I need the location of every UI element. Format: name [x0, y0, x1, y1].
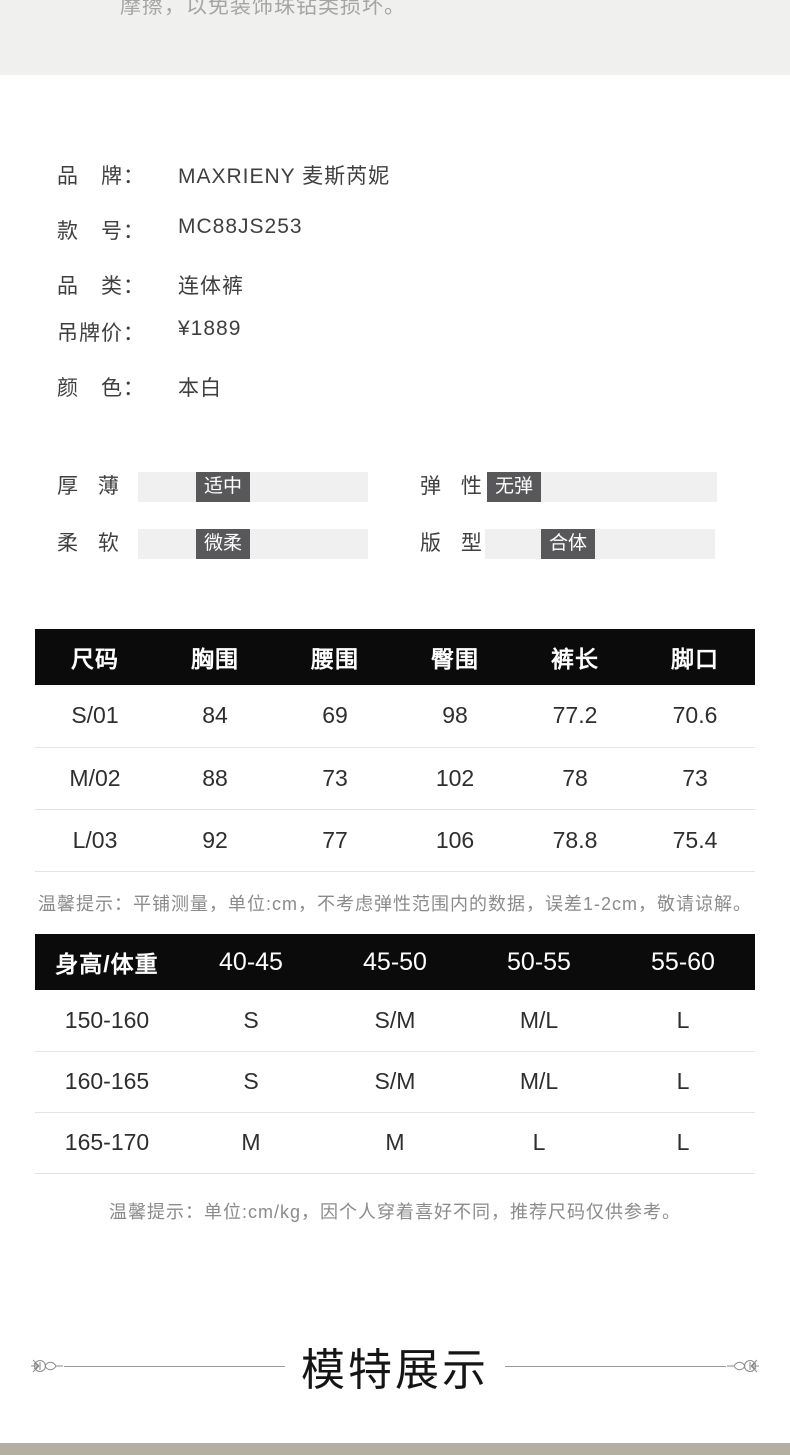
bust-col-header: 胸围 — [155, 629, 275, 685]
color-value: 本白 — [178, 377, 222, 400]
table-row: 160-165 S S/M M/L L — [35, 1051, 755, 1113]
size-rec-cell: M/L — [467, 1051, 611, 1113]
pant-length-cell: 77.2 — [515, 685, 635, 748]
tag-price-label: 吊牌价： — [57, 322, 145, 345]
hip-col-header: 臀围 — [395, 629, 515, 685]
size-rec-cell: L — [611, 1112, 755, 1174]
fit-badge: 合体 — [541, 529, 596, 559]
table-row: L/03 92 77 106 78.8 75.4 — [35, 809, 755, 872]
pant-length-cell: 78 — [515, 747, 635, 810]
bust-cell: 88 — [155, 747, 275, 810]
brand-value: MAXRIENY 麦斯芮妮 — [178, 165, 391, 188]
waist-col-header: 腰围 — [275, 629, 395, 685]
leg-opening-cell: 73 — [635, 747, 755, 810]
size-cell: L/03 — [35, 809, 155, 872]
hip-cell: 98 — [395, 685, 515, 748]
section-title: 模特展示 — [301, 1346, 489, 1395]
size-cell: M/02 — [35, 747, 155, 810]
hip-cell: 106 — [395, 809, 515, 872]
softness-badge: 微柔 — [196, 529, 251, 559]
softness-scale-bar: 微柔 — [138, 529, 368, 559]
size-table: 尺码 胸围 腰围 臀围 裤长 脚口 S/01 84 69 98 77.2 70.… — [35, 629, 755, 872]
category-value: 连体裤 — [178, 275, 244, 298]
size-col-header: 尺码 — [35, 629, 155, 685]
table-row: 165-170 M M L L — [35, 1112, 755, 1174]
elasticity-badge: 无弹 — [487, 472, 542, 502]
category-label: 品 类： — [57, 275, 145, 298]
size-rec-cell: L — [611, 1051, 755, 1113]
recommend-table-header-row: 身高/体重 40-45 45-50 50-55 55-60 — [35, 934, 755, 990]
color-label: 颜 色： — [57, 377, 145, 400]
elasticity-label: 弹 性 — [420, 475, 489, 498]
height-weight-col-header: 身高/体重 — [35, 934, 179, 990]
weight-range-col-header: 50-55 — [467, 934, 611, 990]
size-rec-cell: L — [467, 1112, 611, 1174]
next-section-strip — [0, 1443, 790, 1455]
size-rec-cell: S/M — [323, 1051, 467, 1113]
size-rec-cell: M — [323, 1112, 467, 1174]
table-row: S/01 84 69 98 77.2 70.6 — [35, 685, 755, 748]
style-no-value: MC88JS253 — [178, 215, 303, 238]
elasticity-scale-bar: 无弹 — [487, 472, 717, 502]
waist-cell: 73 — [275, 747, 395, 810]
size-rec-cell: L — [611, 990, 755, 1052]
brand-label: 品 牌： — [57, 165, 145, 188]
fit-scale-bar: 合体 — [485, 529, 715, 559]
table-row: 150-160 S S/M M/L L — [35, 990, 755, 1052]
thickness-label: 厚 薄 — [57, 475, 126, 498]
info-row-color: 颜 色： 本白 — [0, 372, 790, 400]
style-no-label: 款 号： — [57, 220, 145, 243]
softness-label: 柔 软 — [57, 532, 126, 555]
size-rec-cell: M — [179, 1112, 323, 1174]
info-row-category: 品 类： 连体裤 — [0, 270, 790, 298]
table-row: M/02 88 73 102 78 73 — [35, 747, 755, 810]
info-row-brand: 品 牌： MAXRIENY 麦斯芮妮 — [0, 160, 790, 188]
leg-opening-cell: 70.6 — [635, 685, 755, 748]
info-row-tag-price: 吊牌价： ¥1889 — [0, 317, 790, 345]
height-range-cell: 150-160 — [35, 990, 179, 1052]
divider-line-right — [505, 1365, 726, 1367]
thickness-badge: 适中 — [196, 472, 251, 502]
size-rec-cell: S/M — [323, 990, 467, 1052]
weight-range-col-header: 45-50 — [323, 934, 467, 990]
info-row-style-no: 款 号： MC88JS253 — [0, 215, 790, 243]
bust-cell: 92 — [155, 809, 275, 872]
recommend-table: 身高/体重 40-45 45-50 50-55 55-60 150-160 S … — [35, 934, 755, 1174]
height-range-cell: 165-170 — [35, 1112, 179, 1174]
size-table-header-row: 尺码 胸围 腰围 臀围 裤长 脚口 — [35, 629, 755, 685]
recommend-table-note: 温馨提示：单位:cm/kg，因个人穿着喜好不同，推荐尺码仅供参考。 — [108, 1202, 681, 1222]
bust-cell: 84 — [155, 685, 275, 748]
height-range-cell: 160-165 — [35, 1051, 179, 1113]
pant-length-col-header: 裤长 — [515, 629, 635, 685]
previous-section-strip: 摩擦，以免装饰珠钻类损坏。 — [0, 0, 790, 75]
leg-opening-cell: 75.4 — [635, 809, 755, 872]
size-rec-cell: M/L — [467, 990, 611, 1052]
leg-opening-col-header: 脚口 — [635, 629, 755, 685]
floral-ornament-icon — [727, 1359, 759, 1373]
waist-cell: 77 — [275, 809, 395, 872]
waist-cell: 69 — [275, 685, 395, 748]
hip-cell: 102 — [395, 747, 515, 810]
pant-length-cell: 78.8 — [515, 809, 635, 872]
section-divider: 模特展示 — [30, 1338, 760, 1395]
fit-label: 版 型 — [420, 532, 489, 555]
divider-line-left — [64, 1365, 285, 1367]
size-cell: S/01 — [35, 685, 155, 748]
care-note-text: 摩擦，以免装饰珠钻类损坏。 — [120, 0, 406, 18]
floral-ornament-icon — [31, 1359, 63, 1373]
weight-range-col-header: 40-45 — [179, 934, 323, 990]
size-table-note: 温馨提示：平铺测量，单位:cm，不考虑弹性范围内的数据，误差1-2cm，敬请谅解… — [37, 894, 752, 914]
tag-price-value: ¥1889 — [178, 317, 242, 340]
size-rec-cell: S — [179, 1051, 323, 1113]
thickness-scale-bar: 适中 — [138, 472, 368, 502]
size-rec-cell: S — [179, 990, 323, 1052]
weight-range-col-header: 55-60 — [611, 934, 755, 990]
